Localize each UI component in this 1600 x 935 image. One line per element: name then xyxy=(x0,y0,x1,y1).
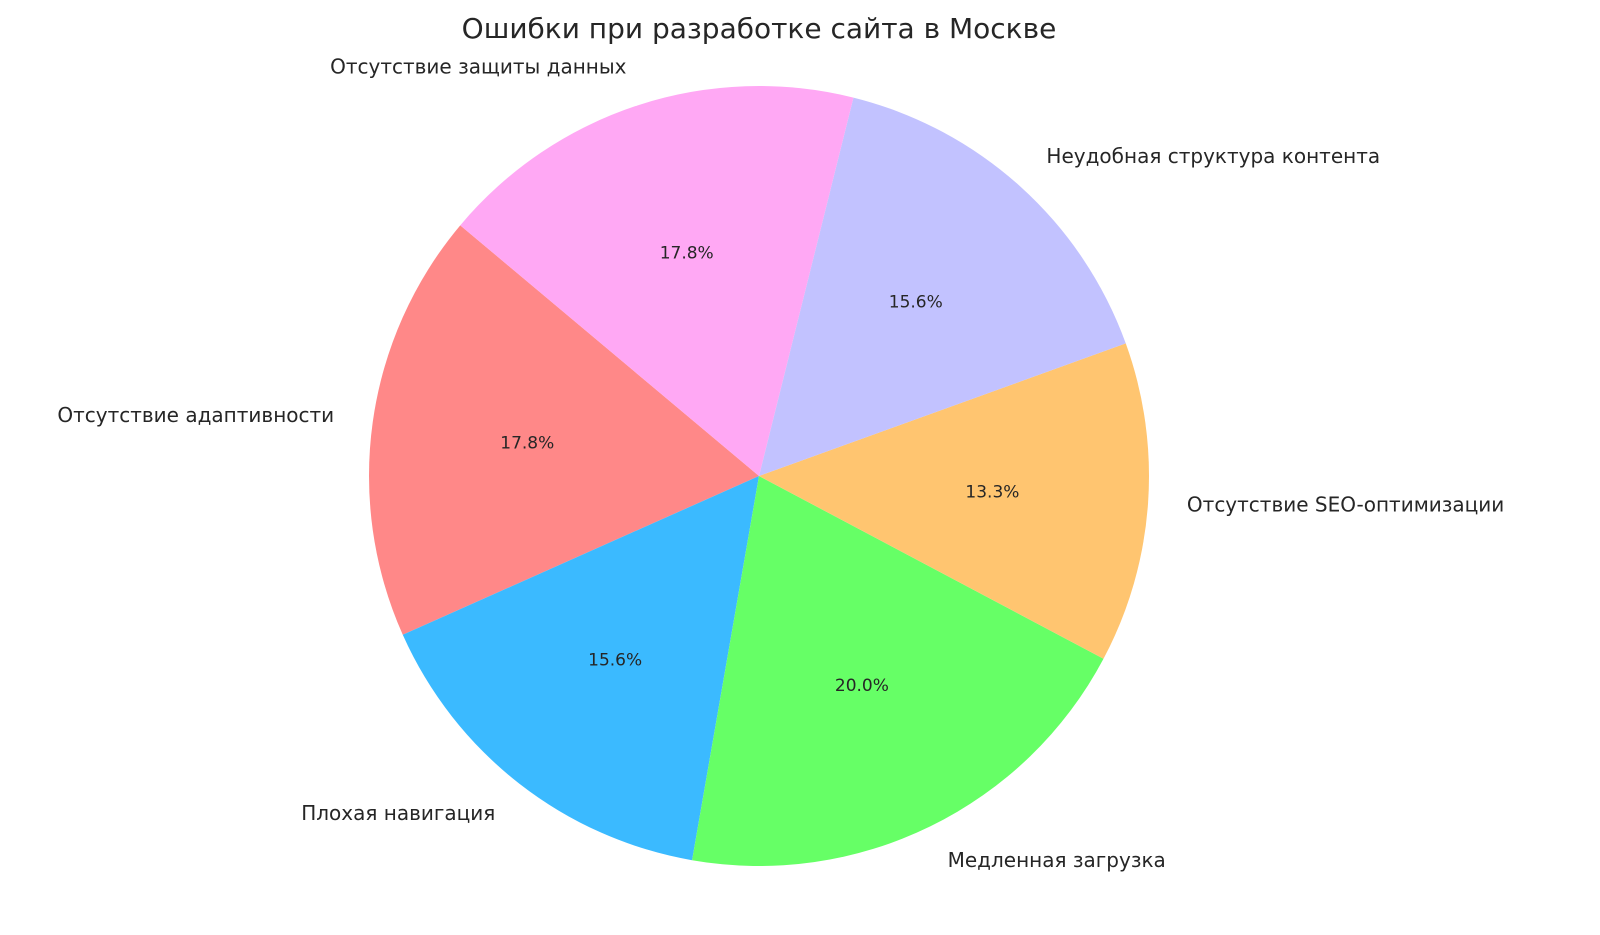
slice-label: Отсутствие SEO-оптимизации xyxy=(1187,493,1504,517)
slice-label: Плохая навигация xyxy=(301,801,495,825)
slice-percent-label: 20.0% xyxy=(835,676,889,696)
slice-label: Отсутствие адаптивности xyxy=(57,403,334,427)
pie-slice xyxy=(759,97,1126,477)
slice-percent-label: 15.6% xyxy=(588,651,642,671)
slice-label: Неудобная структура контента xyxy=(1046,144,1380,168)
slice-label: Отсутствие защиты данных xyxy=(330,54,627,78)
slice-percent-label: 13.3% xyxy=(965,482,1019,502)
pie-slice xyxy=(460,86,854,477)
pie-slice xyxy=(759,343,1150,659)
pie-slice xyxy=(692,476,1104,866)
chart-title: Ошибки при разработке сайта в Москве xyxy=(462,12,1057,45)
slice-percent-label: 17.8% xyxy=(660,243,714,263)
pie-slice xyxy=(402,476,759,861)
slice-percent-label: 15.6% xyxy=(889,292,943,312)
pie-slice xyxy=(369,225,759,635)
slice-percent-label: 17.8% xyxy=(500,433,554,453)
slice-label: Медленная загрузка xyxy=(948,848,1166,872)
